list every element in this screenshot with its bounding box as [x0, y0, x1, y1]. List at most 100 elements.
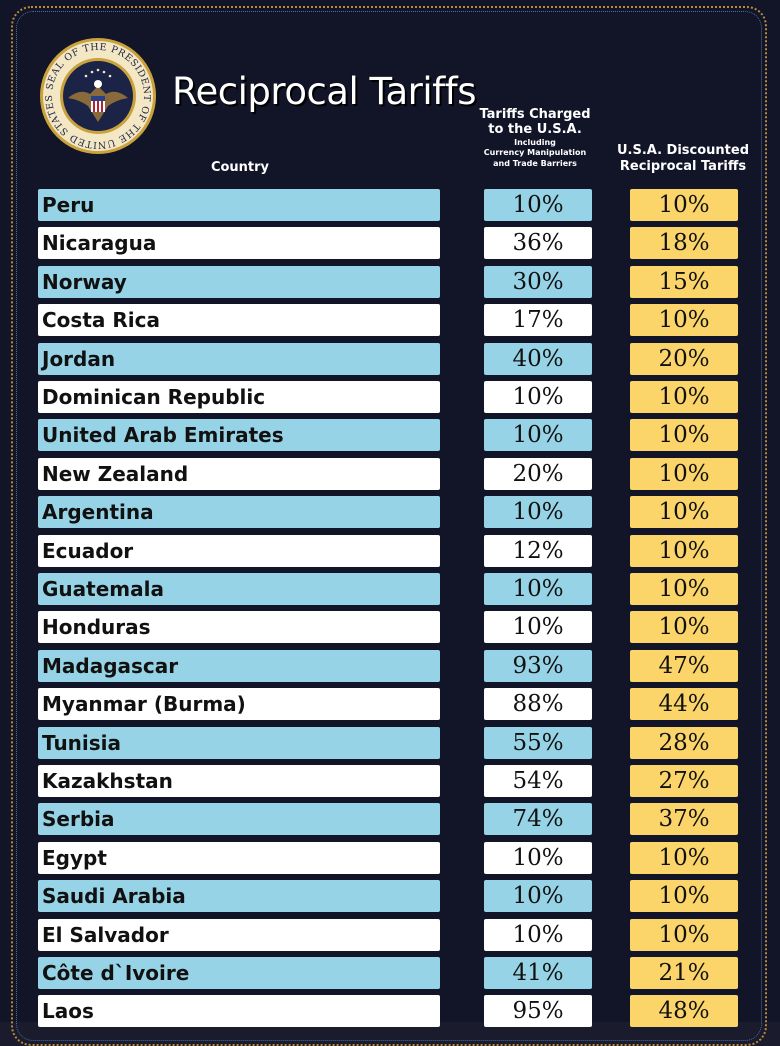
table-row: Kazakhstan 54% 27%: [0, 765, 780, 797]
discounted-tariff-cell: 10%: [630, 880, 738, 913]
tariff-charged-cell: 55%: [484, 726, 592, 759]
table-row: El Salvador 10% 10%: [0, 918, 780, 951]
table-row: Guatemala 10% 10%: [0, 573, 780, 605]
discounted-tariff-cell: 18%: [630, 227, 738, 260]
country-cell: Costa Rica: [38, 304, 440, 337]
tariff-charged-cell: 10%: [484, 189, 592, 221]
tariff-charged-cell: 10%: [484, 573, 592, 605]
table-row: Madagascar 93% 47%: [0, 649, 780, 682]
country-cell: Jordan: [38, 342, 440, 375]
table-row: Laos 95% 48%: [0, 995, 780, 1028]
table-row: Peru 10% 10%: [0, 189, 780, 221]
discount-header-line2: Reciprocal Tariffs: [619, 159, 747, 175]
discounted-tariff-cell: 47%: [630, 649, 738, 682]
table-row: Saudi Arabia 10% 10%: [0, 880, 780, 913]
table-row: Dominican Republic 10% 10%: [0, 381, 780, 413]
charged-header-sub1: Including: [514, 137, 556, 147]
table-row: Norway 30% 15%: [0, 265, 780, 298]
discounted-tariff-cell: 10%: [630, 611, 738, 644]
tariff-charged-cell: 10%: [484, 880, 592, 913]
tariff-charged-cell: 10%: [484, 419, 592, 452]
country-cell: Egypt: [38, 841, 440, 874]
table-row: Serbia 74% 37%: [0, 803, 780, 836]
tariff-charged-cell: 41%: [484, 957, 592, 989]
tariff-charged-cell: 30%: [484, 265, 592, 298]
table-row: Egypt 10% 10%: [0, 841, 780, 874]
table-row: Argentina 10% 10%: [0, 496, 780, 529]
tariff-charged-cell: 36%: [484, 227, 592, 260]
tariff-charged-cell: 74%: [484, 803, 592, 836]
charged-header-line2: to the U.S.A.: [488, 121, 582, 137]
table-row: Ecuador 12% 10%: [0, 534, 780, 567]
tariff-charged-cell: 12%: [484, 534, 592, 567]
discounted-tariff-cell: 48%: [630, 995, 738, 1028]
discounted-tariff-cell: 10%: [630, 381, 738, 413]
column-header-charged: Tariffs Charged to the U.S.A. Including …: [472, 107, 598, 169]
table-row: Honduras 10% 10%: [0, 611, 780, 644]
table-row: Myanmar (Burma) 88% 44%: [0, 688, 780, 721]
tariff-charged-cell: 40%: [484, 342, 592, 375]
tariff-charged-cell: 10%: [484, 611, 592, 644]
table-row: Nicaragua 36% 18%: [0, 227, 780, 260]
table-row: New Zealand 20% 10%: [0, 457, 780, 490]
discounted-tariff-cell: 44%: [630, 688, 738, 721]
tariff-charged-cell: 95%: [484, 995, 592, 1028]
country-cell: Myanmar (Burma): [38, 688, 440, 721]
charged-header-line1: Tariffs Charged: [479, 107, 591, 122]
tariff-charged-cell: 88%: [484, 688, 592, 721]
tariff-charged-cell: 20%: [484, 457, 592, 490]
discounted-tariff-cell: 10%: [630, 841, 738, 874]
country-cell: Guatemala: [38, 573, 440, 605]
country-cell: Madagascar: [38, 649, 440, 682]
discounted-tariff-cell: 10%: [630, 419, 738, 452]
discounted-tariff-cell: 27%: [630, 765, 738, 797]
country-cell: Norway: [38, 265, 440, 298]
tariff-charged-cell: 10%: [484, 841, 592, 874]
discounted-tariff-cell: 10%: [630, 496, 738, 529]
country-cell: Serbia: [38, 803, 440, 836]
country-cell: El Salvador: [38, 918, 440, 951]
presidential-seal-icon: SEAL OF THE PRESIDENT OF THE UNITED STAT…: [40, 38, 156, 154]
country-cell: United Arab Emirates: [38, 419, 440, 452]
country-cell: Saudi Arabia: [38, 880, 440, 913]
discounted-tariff-cell: 37%: [630, 803, 738, 836]
country-cell: Honduras: [38, 611, 440, 644]
discounted-tariff-cell: 10%: [630, 304, 738, 337]
table-row: Tunisia 55% 28%: [0, 726, 780, 759]
discounted-tariff-cell: 15%: [630, 265, 738, 298]
discounted-tariff-cell: 10%: [630, 534, 738, 567]
page-title: Reciprocal Tariffs: [172, 70, 476, 113]
country-cell: Laos: [38, 995, 440, 1028]
country-cell: Argentina: [38, 496, 440, 529]
table-row: Côte d`Ivoire 41% 21%: [0, 957, 780, 989]
discounted-tariff-cell: 21%: [630, 957, 738, 989]
discounted-tariff-cell: 20%: [630, 342, 738, 375]
tariff-charged-cell: 93%: [484, 649, 592, 682]
tariff-charged-cell: 17%: [484, 304, 592, 337]
country-cell: Kazakhstan: [38, 765, 440, 797]
charged-header-sub2: Currency Manipulation: [483, 148, 587, 158]
table-row: United Arab Emirates 10% 10%: [0, 419, 780, 452]
tariff-charged-cell: 10%: [484, 496, 592, 529]
country-cell: Nicaragua: [38, 227, 440, 260]
tariff-charged-cell: 10%: [484, 918, 592, 951]
country-cell: Peru: [38, 189, 440, 221]
discounted-tariff-cell: 10%: [630, 457, 738, 490]
country-cell: Côte d`Ivoire: [38, 957, 440, 989]
tariff-charged-cell: 10%: [484, 381, 592, 413]
table-row: Costa Rica 17% 10%: [0, 304, 780, 337]
charged-header-sub3: and Trade Barriers: [493, 158, 577, 168]
country-cell: Tunisia: [38, 726, 440, 759]
discounted-tariff-cell: 10%: [630, 918, 738, 951]
table-row: Jordan 40% 20%: [0, 342, 780, 375]
discounted-tariff-cell: 10%: [630, 189, 738, 221]
country-cell: Ecuador: [38, 534, 440, 567]
column-header-country: Country: [210, 160, 270, 175]
discount-header-line1: U.S.A. Discounted: [616, 143, 750, 158]
column-header-discounted: U.S.A. Discounted Reciprocal Tariffs: [612, 143, 754, 176]
discounted-tariff-cell: 10%: [630, 573, 738, 605]
country-cell: Dominican Republic: [38, 381, 440, 413]
tariff-charged-cell: 54%: [484, 765, 592, 797]
country-cell: New Zealand: [38, 457, 440, 490]
discounted-tariff-cell: 28%: [630, 726, 738, 759]
